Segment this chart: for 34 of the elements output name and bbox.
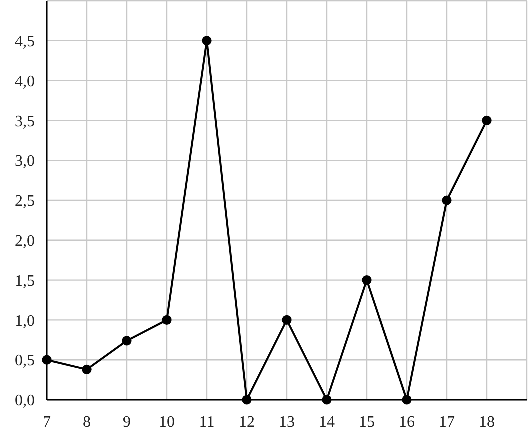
x-tick-label: 15 [359, 414, 375, 431]
y-tick-label: 0,5 [15, 352, 35, 370]
point [42, 355, 52, 365]
point [282, 315, 292, 325]
x-tick-label: 16 [399, 414, 415, 431]
point [362, 276, 372, 286]
x-tick-label: 10 [159, 414, 175, 431]
y-tick-label: 4,0 [15, 73, 35, 90]
point [242, 395, 252, 405]
x-tick-label: 8 [83, 414, 91, 431]
y-tick-label: 1,5 [15, 272, 35, 290]
x-tick-label: 17 [439, 414, 455, 431]
y-tick-label: 4,5 [15, 34, 35, 50]
x-tick-label: 13 [279, 414, 295, 431]
point [322, 395, 332, 405]
x-tick-label: 11 [199, 414, 215, 431]
point [82, 364, 92, 374]
y-tick-label: 3,5 [15, 113, 35, 130]
x-tick-label: 18 [479, 414, 495, 431]
point [402, 395, 412, 405]
x-tick-label: 7 [43, 414, 51, 431]
x-tick-label: 14 [319, 414, 335, 431]
point [162, 315, 172, 325]
point [122, 336, 132, 346]
point [482, 116, 492, 126]
y-tick-label: 2,5 [15, 193, 35, 210]
y-tick-label: 1,0 [15, 312, 35, 330]
y-tick-label: 0,0 [15, 392, 35, 410]
x-tick-label: 12 [239, 414, 255, 431]
y-tick-label: 3,0 [15, 153, 35, 170]
x-tick-label: 9 [123, 414, 131, 431]
point [442, 196, 452, 206]
y-tick-label: 2,0 [15, 233, 35, 250]
point [202, 36, 212, 46]
